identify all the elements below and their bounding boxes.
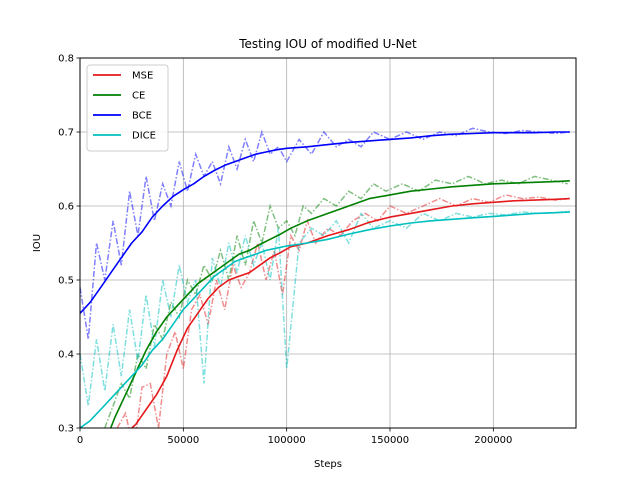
x-tick-label: 100000 — [268, 435, 306, 446]
smoothed-series-layer — [80, 131, 570, 428]
x-tick-label: 0 — [77, 435, 83, 446]
x-tick-label: 200000 — [474, 435, 512, 446]
mse-legend-label: MSE — [132, 71, 153, 82]
y-tick-label: 0.6 — [58, 202, 74, 213]
x-axis-label: Steps — [314, 459, 342, 470]
bce-smoothed-line — [80, 131, 570, 314]
y-tick-label: 0.5 — [58, 276, 74, 287]
axis-ticks: 0 50000 100000 150000 200000 0.3 0.4 0.5 0.6 0.7 0… — [58, 54, 512, 447]
ce-legend-label: CE — [132, 91, 145, 102]
y-tick-label: 0.3 — [58, 424, 74, 435]
dice-smoothed-line — [80, 211, 570, 428]
y-axis-label: IOU — [32, 234, 43, 252]
mse-raw-line — [116, 194, 570, 428]
x-tick-label: 150000 — [371, 435, 409, 446]
dice-legend-label: DICE — [132, 131, 156, 142]
legend: MSE CE BCE DICE — [86, 64, 169, 152]
chart-title: Testing IOU of modified U-Net — [238, 37, 417, 51]
legend-box — [86, 64, 169, 152]
bce-legend-label: BCE — [132, 111, 152, 122]
y-tick-label: 0.7 — [58, 128, 74, 139]
ce-smoothed-line — [109, 180, 570, 428]
y-tick-label: 0.4 — [58, 350, 74, 361]
mse-smoothed-line — [130, 197, 570, 428]
plot-frame — [79, 57, 577, 429]
x-tick-label: 50000 — [167, 435, 199, 446]
y-tick-label: 0.8 — [58, 54, 74, 65]
